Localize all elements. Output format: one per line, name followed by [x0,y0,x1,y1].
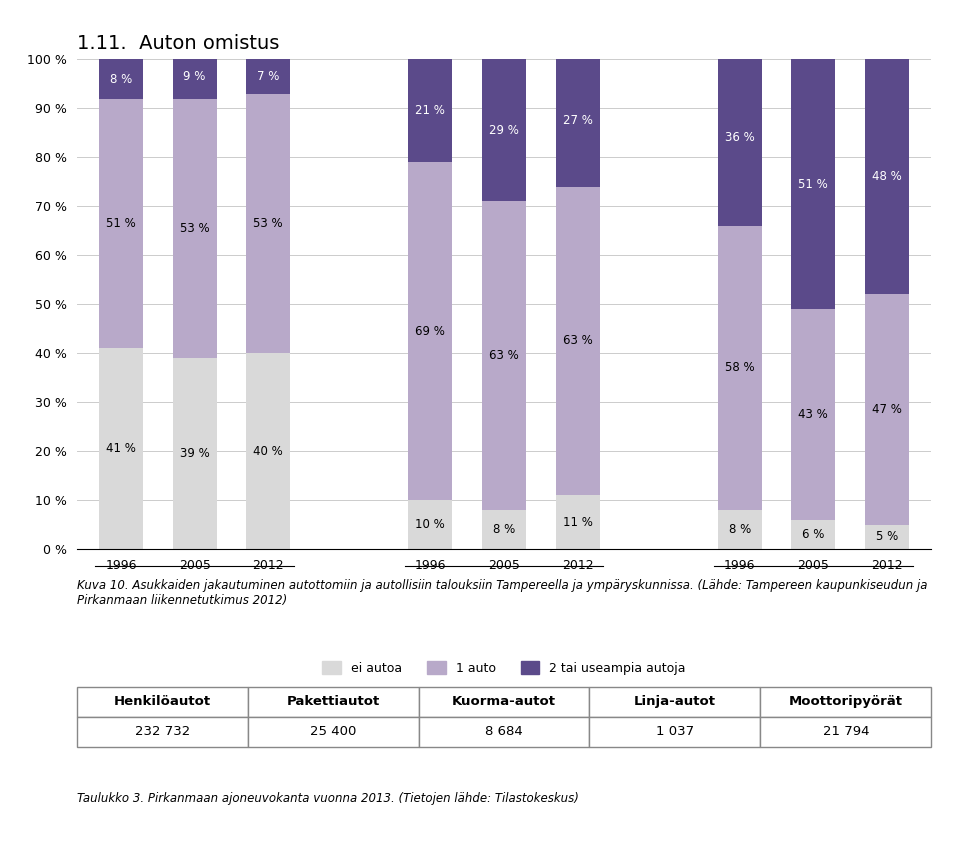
Text: 63 %: 63 % [490,349,518,363]
Text: 47 %: 47 % [872,403,902,416]
Bar [482,59,526,201]
Text: 8 %: 8 % [109,72,132,86]
Bar [718,226,762,510]
Text: 43 %: 43 % [799,408,828,421]
Text: 40 %: 40 % [253,445,283,458]
Legend: ei autoa, 1 auto, 2 tai useampia autoja: ei autoa, 1 auto, 2 tai useampia autoja [317,656,691,680]
Text: 8 %: 8 % [492,523,516,536]
Bar [791,309,835,520]
Text: 41 %: 41 % [106,442,136,455]
Bar [791,59,835,309]
Bar [173,54,217,98]
Text: 53 %: 53 % [180,222,209,235]
Bar [865,525,909,549]
Text: 6 %: 6 % [803,528,825,541]
Bar [482,510,526,549]
Text: Taulukko 3. Pirkanmaan ajoneuvokanta vuonna 2013. (Tietojen lähde: Tilastokeskus: Taulukko 3. Pirkanmaan ajoneuvokanta vuo… [77,792,579,805]
Text: 1.11.  Auton omistus: 1.11. Auton omistus [77,34,279,53]
Bar [173,358,217,549]
Bar [408,59,452,162]
Text: Kuva 10. Asukkaiden jakautuminen autottomiin ja autollisiin talouksiin Tampereel: Kuva 10. Asukkaiden jakautuminen autotto… [77,579,927,607]
Bar [482,201,526,510]
Bar [556,495,600,549]
Bar [246,353,290,549]
Bar [246,59,290,93]
Text: 36 %: 36 % [725,132,755,144]
Text: 27 %: 27 % [563,114,592,127]
Bar [718,49,762,226]
Text: 63 %: 63 % [563,335,592,347]
Text: 51 %: 51 % [107,217,136,230]
Text: 69 %: 69 % [416,324,445,338]
Bar [718,510,762,549]
Bar [791,520,835,549]
Bar [865,59,909,295]
Bar [408,162,452,500]
Bar [99,59,143,98]
Text: 8 %: 8 % [729,523,751,536]
Bar [173,98,217,358]
Text: 53 %: 53 % [253,217,283,230]
Bar [246,93,290,353]
Text: 10 %: 10 % [416,518,445,531]
Bar [99,348,143,549]
Bar [556,54,600,187]
Bar [865,295,909,525]
Bar [408,500,452,549]
Text: 9 %: 9 % [183,70,205,83]
Text: 7 %: 7 % [257,70,279,83]
Text: 58 %: 58 % [725,362,755,374]
Text: 5 %: 5 % [876,531,899,543]
Text: 51 %: 51 % [799,177,828,191]
Text: 48 %: 48 % [872,171,901,183]
Bar [99,98,143,348]
Text: 21 %: 21 % [416,104,445,117]
Text: 11 %: 11 % [563,515,592,529]
Text: 39 %: 39 % [180,447,209,460]
Bar [556,187,600,495]
Text: 29 %: 29 % [489,124,519,137]
